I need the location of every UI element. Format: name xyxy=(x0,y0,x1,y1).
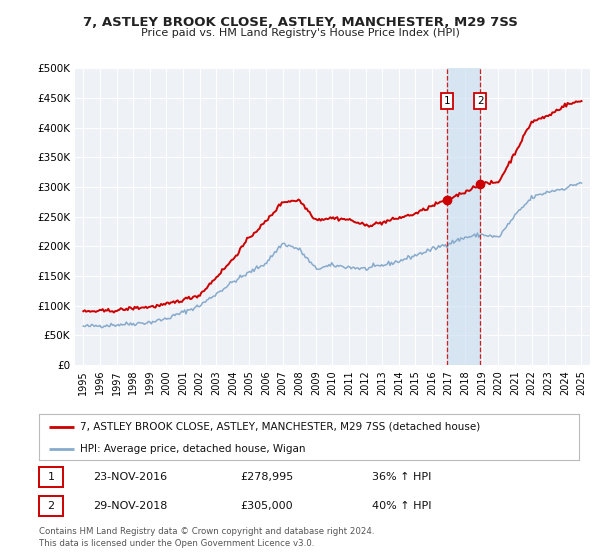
Text: 23-NOV-2016: 23-NOV-2016 xyxy=(93,472,167,482)
Text: 7, ASTLEY BROOK CLOSE, ASTLEY, MANCHESTER, M29 7SS (detached house): 7, ASTLEY BROOK CLOSE, ASTLEY, MANCHESTE… xyxy=(79,422,480,432)
Text: 1: 1 xyxy=(47,472,55,482)
Text: Contains HM Land Registry data © Crown copyright and database right 2024.: Contains HM Land Registry data © Crown c… xyxy=(39,528,374,536)
Text: Price paid vs. HM Land Registry's House Price Index (HPI): Price paid vs. HM Land Registry's House … xyxy=(140,28,460,38)
Text: 7, ASTLEY BROOK CLOSE, ASTLEY, MANCHESTER, M29 7SS: 7, ASTLEY BROOK CLOSE, ASTLEY, MANCHESTE… xyxy=(83,16,517,29)
Text: 2: 2 xyxy=(47,501,55,511)
Text: 2: 2 xyxy=(477,96,484,106)
Text: 40% ↑ HPI: 40% ↑ HPI xyxy=(372,501,431,511)
Text: £278,995: £278,995 xyxy=(240,472,293,482)
Text: 1: 1 xyxy=(443,96,450,106)
Text: This data is licensed under the Open Government Licence v3.0.: This data is licensed under the Open Gov… xyxy=(39,539,314,548)
Text: 29-NOV-2018: 29-NOV-2018 xyxy=(93,501,167,511)
Text: HPI: Average price, detached house, Wigan: HPI: Average price, detached house, Wiga… xyxy=(79,444,305,454)
Text: 36% ↑ HPI: 36% ↑ HPI xyxy=(372,472,431,482)
Bar xyxy=(447,68,480,365)
Text: £305,000: £305,000 xyxy=(240,501,293,511)
